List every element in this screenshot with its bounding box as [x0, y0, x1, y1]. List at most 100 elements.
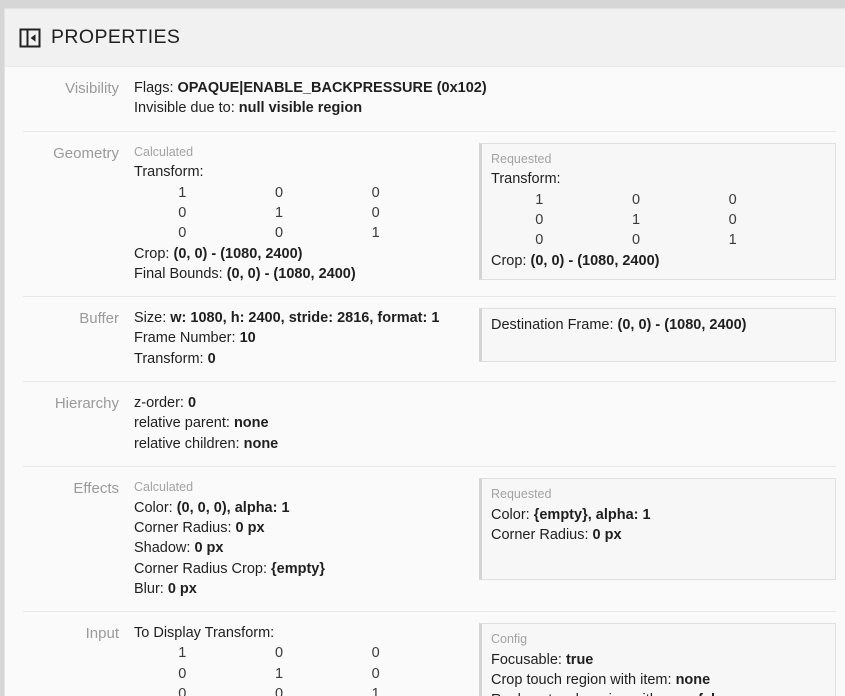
input-crop-touch-line: Crop touch region with item: none	[491, 670, 826, 690]
buffer-size-value: w: 1080, h: 2400, stride: 2816, format: …	[170, 310, 440, 327]
effects-blur-key: Blur:	[134, 580, 168, 597]
geometry-final-bounds-value: (0, 0) - (1080, 2400)	[226, 265, 356, 282]
effects-corner-radius-line: Corner Radius: 0 px	[134, 518, 479, 538]
buffer-transform-line: Transform: 0	[134, 349, 479, 369]
effects-requested-corner-radius-line: Corner Radius: 0 px	[491, 525, 826, 545]
section-label-hierarchy: Hierarchy	[54, 395, 119, 413]
matrix-cell: 0	[178, 665, 187, 682]
effects-requested-caption: Requested	[491, 486, 552, 501]
geometry-calculated-matrix: 1 0 0 0 1 0 0 0 1	[134, 183, 424, 244]
geometry-requested-transform-key: Transform:	[491, 171, 561, 188]
effects-corner-radius-crop-line: Corner Radius Crop: {empty}	[134, 559, 479, 579]
buffer-frame-number-line: Frame Number: 10	[134, 328, 479, 348]
buffer-transform-value: 0	[207, 350, 216, 367]
matrix-cell: 0	[178, 204, 187, 221]
matrix-row: 1 0 0	[134, 183, 424, 203]
buffer-size-key: Size:	[134, 310, 171, 327]
geometry-requested-panel: Requested Transform: 1 0 0 0 1 0	[479, 142, 836, 280]
matrix-cell: 0	[535, 232, 544, 249]
effects-shadow-line: Shadow: 0 px	[134, 538, 479, 558]
geometry-crop-value: (0, 0) - (1080, 2400)	[173, 245, 303, 262]
effects-color-key: Color:	[134, 499, 177, 516]
buffer-destination-frame-panel: Destination Frame: (0, 0) - (1080, 2400)	[479, 308, 836, 363]
matrix-cell: 0	[631, 232, 641, 249]
effects-blur-line: Blur: 0 px	[134, 579, 479, 599]
buffer-size-line: Size: w: 1080, h: 2400, stride: 2816, fo…	[134, 308, 479, 328]
matrix-cell: 1	[371, 686, 380, 696]
visibility-flags-key: Flags:	[134, 80, 178, 96]
matrix-cell: 0	[274, 225, 284, 242]
effects-shadow-key: Shadow:	[134, 540, 195, 557]
geometry-transform-key: Transform:	[134, 164, 204, 181]
matrix-cell: 1	[274, 665, 284, 682]
matrix-row: 0 0 1	[134, 223, 424, 243]
input-to-display-transform-key: To Display Transform:	[134, 625, 275, 642]
properties-panel: PROPERTIES Visibility Flags: OPAQUE|ENAB…	[4, 8, 845, 696]
matrix-cell: 0	[178, 225, 187, 242]
section-label-visibility: Visibility	[65, 80, 119, 97]
input-replace-touch-value: false	[698, 692, 731, 696]
section-label-input: Input	[85, 625, 119, 643]
buffer-destination-frame-line: Destination Frame: (0, 0) - (1080, 2400)	[491, 315, 826, 335]
matrix-row: 0 1 0	[134, 203, 424, 223]
geometry-requested-crop-value: (0, 0) - (1080, 2400)	[530, 252, 660, 269]
matrix-cell: 0	[371, 204, 380, 221]
buffer-destination-frame-key: Destination Frame:	[491, 317, 618, 334]
geometry-crop-key: Crop:	[134, 245, 174, 262]
effects-requested-panel: Requested Color: {empty}, alpha: 1 Corne…	[479, 477, 836, 580]
matrix-cell: 0	[371, 645, 380, 662]
section-hierarchy: Hierarchy z-order: 0 relative parent: no…	[23, 382, 836, 467]
section-effects: Effects Calculated Color: (0, 0, 0), alp…	[23, 467, 836, 613]
matrix-cell: 1	[371, 225, 380, 242]
effects-calculated-group: Calculated Color: (0, 0, 0), alpha: 1 Co…	[134, 478, 479, 599]
effects-requested-corner-radius-value: 0 px	[592, 526, 622, 543]
section-label-buffer: Buffer	[79, 310, 119, 328]
geometry-calculated-caption: Calculated	[134, 144, 194, 159]
input-display-matrix: 1 0 0 0 1 0 0 0 1	[134, 643, 424, 696]
effects-shadow-value: 0 px	[194, 540, 224, 557]
input-focusable-value: true	[565, 651, 594, 668]
input-crop-touch-key: Crop touch region with item:	[491, 672, 676, 689]
effects-calculated-caption: Calculated	[134, 479, 194, 494]
hierarchy-relative-children-value: none	[243, 435, 279, 452]
visibility-flags-value: OPAQUE|ENABLE_BACKPRESSURE (0x102)	[177, 80, 487, 96]
section-input: Input To Display Transform: 1 0 0 0 1 0	[23, 612, 836, 696]
effects-corner-radius-value: 0 px	[235, 519, 265, 536]
geometry-requested-caption: Requested	[491, 151, 552, 166]
matrix-row: 0 0 1	[134, 684, 424, 696]
geometry-final-bounds-line: Final Bounds: (0, 0) - (1080, 2400)	[134, 264, 479, 284]
hierarchy-zorder-line: z-order: 0	[134, 393, 836, 413]
hierarchy-relative-parent-key: relative parent:	[134, 415, 234, 432]
matrix-cell: 0	[631, 191, 641, 208]
effects-corner-radius-key: Corner Radius:	[134, 519, 236, 536]
geometry-final-bounds-key: Final Bounds:	[134, 265, 227, 282]
geometry-requested-crop-line: Crop: (0, 0) - (1080, 2400)	[491, 251, 826, 271]
buffer-frame-number-value: 10	[239, 330, 256, 347]
matrix-cell: 1	[728, 232, 737, 249]
input-replace-touch-key: Replace touch region with crop:	[491, 692, 698, 696]
page-title: PROPERTIES	[51, 25, 181, 48]
buffer-frame-number-key: Frame Number:	[134, 330, 240, 347]
visibility-invisible-key: Invisible due to:	[134, 100, 239, 117]
geometry-crop-line: Crop: (0, 0) - (1080, 2400)	[134, 244, 479, 264]
matrix-cell: 1	[274, 204, 284, 221]
matrix-cell: 1	[178, 184, 187, 201]
effects-requested-color-key: Color:	[491, 506, 534, 523]
section-visibility: Visibility Flags: OPAQUE|ENABLE_BACKPRES…	[23, 67, 836, 132]
matrix-cell: 1	[631, 211, 641, 228]
matrix-row: 0 0 1	[491, 230, 781, 250]
input-config-caption: Config	[491, 632, 528, 647]
section-buffer: Buffer Size: w: 1080, h: 2400, stride: 2…	[23, 297, 836, 383]
matrix-row: 1 0 0	[134, 643, 424, 663]
visibility-flags-line: Flags: OPAQUE|ENABLE_BACKPRESSURE (0x102…	[134, 78, 836, 98]
hierarchy-relative-children-line: relative children: none	[134, 434, 836, 454]
visibility-invisible-value: null visible region	[238, 100, 363, 117]
geometry-calculated-group: Calculated Transform: 1 0 0 0 1 0	[134, 143, 479, 285]
effects-requested-corner-radius-key: Corner Radius:	[491, 526, 593, 543]
matrix-cell: 0	[728, 211, 737, 228]
matrix-row: 0 1 0	[134, 664, 424, 684]
buffer-calculated-group: Size: w: 1080, h: 2400, stride: 2816, fo…	[134, 308, 479, 369]
properties-panel-header: PROPERTIES	[5, 9, 845, 67]
properties-sections: Visibility Flags: OPAQUE|ENABLE_BACKPRES…	[5, 67, 845, 696]
collapse-panel-icon[interactable]	[19, 27, 41, 49]
